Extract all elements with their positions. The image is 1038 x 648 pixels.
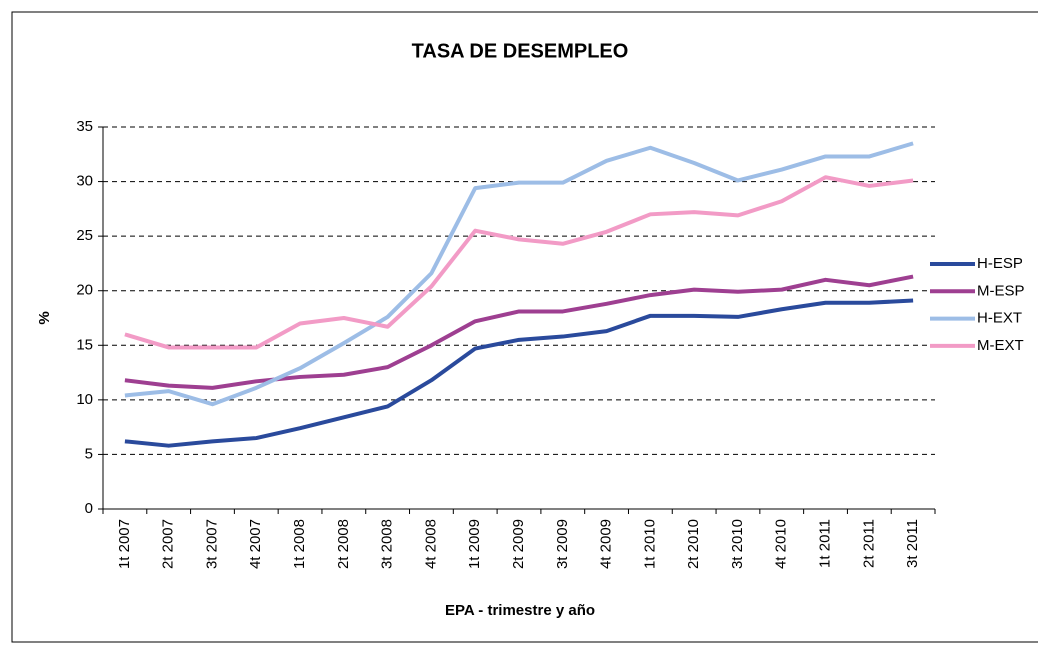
x-tick-label: 3t 2011 bbox=[904, 519, 921, 568]
x-tick-label: 2t 2009 bbox=[510, 519, 527, 569]
x-tick-label: 2t 2007 bbox=[160, 519, 177, 569]
x-tick-label: 4t 2010 bbox=[773, 519, 790, 569]
x-tick-label: 4t 2008 bbox=[422, 519, 439, 569]
y-tick-label: 5 bbox=[85, 445, 93, 462]
legend-label: H-ESP bbox=[977, 255, 1023, 272]
x-axis-title: EPA - trimestre y año bbox=[445, 602, 595, 619]
series-line bbox=[124, 175, 914, 350]
x-tick-label: 3t 2010 bbox=[729, 519, 746, 569]
x-tick-label: 2t 2008 bbox=[335, 519, 352, 569]
chart-frame bbox=[11, 11, 1038, 643]
y-tick-label: 10 bbox=[76, 391, 93, 408]
y-tick-label: 25 bbox=[76, 227, 93, 244]
chart-title: TASA DE DESEMPLEO bbox=[412, 40, 629, 62]
series-line bbox=[124, 141, 914, 407]
x-tick-label: 1t 2007 bbox=[116, 519, 133, 569]
x-tick-label: 4t 2007 bbox=[247, 519, 264, 569]
x-tick-label: 4t 2009 bbox=[598, 519, 615, 569]
legend-label: M-EXT bbox=[977, 337, 1024, 354]
y-tick-label: 35 bbox=[76, 118, 93, 135]
x-tick-label: 1t 2010 bbox=[641, 519, 658, 569]
x-tick-label: 3t 2009 bbox=[554, 519, 571, 569]
y-tick-label: 15 bbox=[76, 336, 93, 353]
series-line bbox=[124, 274, 914, 390]
x-tick-label: 3t 2008 bbox=[379, 519, 396, 569]
x-tick-label: 1t 2009 bbox=[466, 519, 483, 569]
y-axis-title: % bbox=[36, 311, 53, 324]
y-tick-label: 30 bbox=[76, 173, 93, 190]
x-tick-label: 2t 2011 bbox=[860, 519, 877, 568]
legend-label: M-ESP bbox=[977, 282, 1025, 299]
x-tick-label: 1t 2008 bbox=[291, 519, 308, 569]
y-tick-label: 20 bbox=[76, 282, 93, 299]
series-line bbox=[124, 298, 914, 448]
legend-label: H-EXT bbox=[977, 310, 1022, 327]
x-tick-label: 1t 2011 bbox=[816, 519, 833, 568]
x-tick-label: 3t 2007 bbox=[203, 519, 220, 569]
x-tick-label: 2t 2010 bbox=[685, 519, 702, 569]
y-tick-label: 0 bbox=[85, 500, 93, 517]
